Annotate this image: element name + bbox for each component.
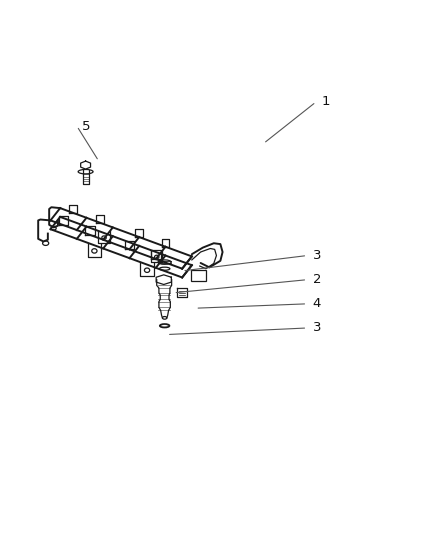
Text: 3: 3 bbox=[312, 321, 320, 335]
Text: 2: 2 bbox=[312, 273, 320, 286]
Text: 1: 1 bbox=[321, 95, 329, 108]
Text: 4: 4 bbox=[312, 297, 320, 310]
Text: 3: 3 bbox=[312, 249, 320, 262]
Text: 5: 5 bbox=[82, 119, 90, 133]
